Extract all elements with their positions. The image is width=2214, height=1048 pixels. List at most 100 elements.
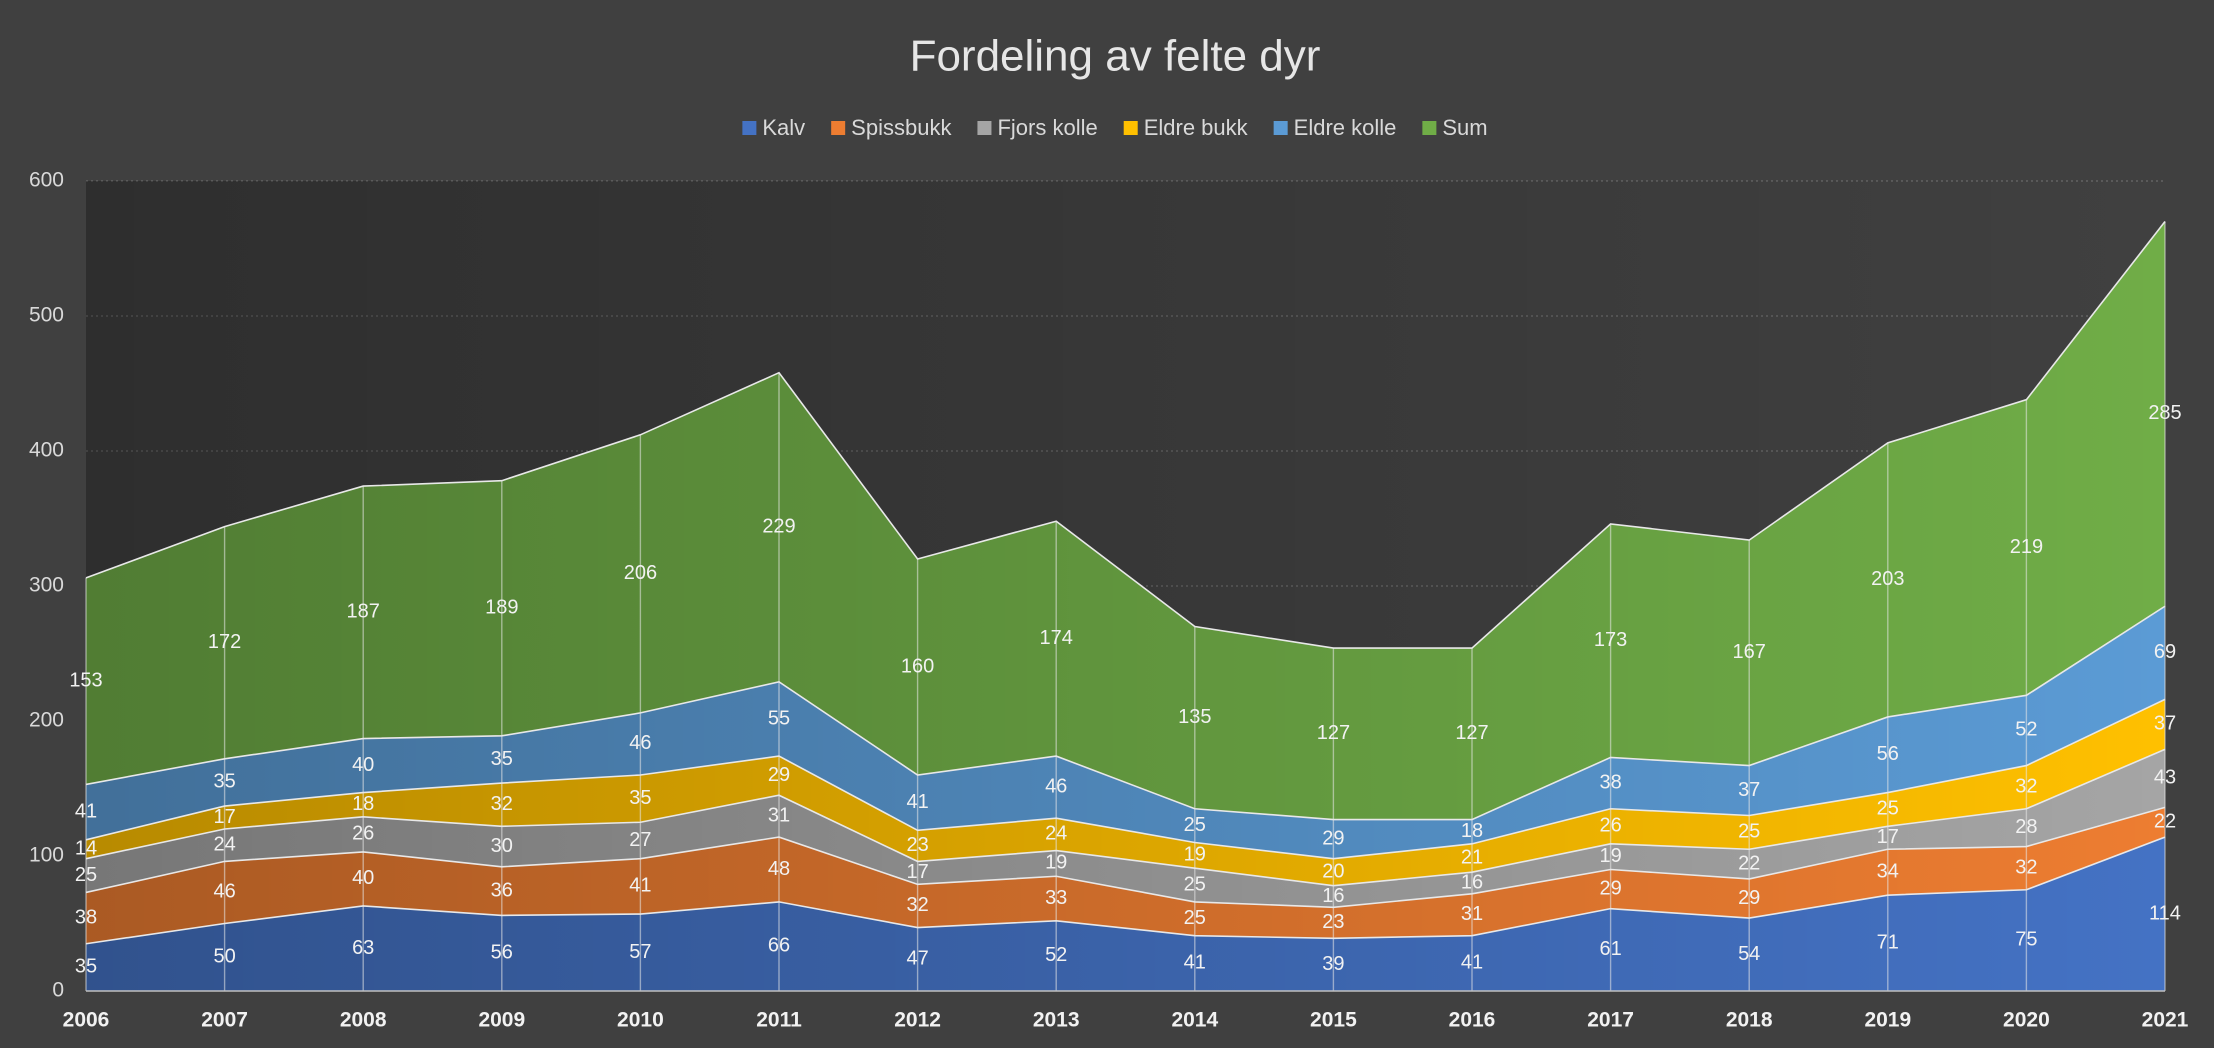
- data-label: 29: [768, 764, 790, 786]
- area-edge: [85, 806, 2166, 909]
- data-label: 41: [1184, 952, 1206, 974]
- chart-title: Fordeling av felte dyr: [910, 32, 1321, 81]
- x-tick-label: 2014: [1171, 1009, 1218, 1032]
- data-label: 43: [2154, 767, 2176, 789]
- data-label: 285: [2148, 402, 2181, 424]
- y-tick-label: 300: [29, 574, 64, 597]
- data-label: 22: [2154, 811, 2176, 833]
- data-label: 174: [1040, 627, 1073, 649]
- data-label: 20: [1322, 860, 1344, 882]
- legend-swatch: [831, 121, 846, 135]
- data-label: 50: [213, 946, 235, 968]
- x-tick-label: 2008: [340, 1009, 387, 1032]
- data-label: 55: [768, 707, 790, 729]
- area-edge: [85, 605, 2166, 821]
- data-label: 19: [1045, 852, 1067, 874]
- legend-swatch: [1422, 121, 1437, 135]
- data-label: 27: [629, 829, 651, 851]
- data-label: 41: [906, 791, 928, 813]
- data-label: 23: [906, 834, 928, 856]
- data-label: 32: [906, 894, 928, 916]
- data-label: 29: [1322, 827, 1344, 849]
- area-edge: [85, 836, 2166, 945]
- data-label: 14: [75, 838, 97, 860]
- data-label: 25: [1184, 907, 1206, 929]
- x-tick-label: 2013: [1033, 1009, 1080, 1032]
- legend-label: Kalv: [762, 115, 805, 140]
- data-label: 167: [1733, 641, 1766, 663]
- x-tick-label: 2009: [478, 1009, 525, 1032]
- y-tick-label: 400: [29, 439, 64, 462]
- legend-swatch: [1123, 121, 1138, 135]
- data-label: 229: [762, 516, 795, 538]
- x-tick-label: 2015: [1310, 1009, 1357, 1032]
- x-tick-label: 2012: [894, 1009, 941, 1032]
- shade: [86, 181, 2165, 991]
- data-label: 46: [629, 732, 651, 754]
- data-label: 66: [768, 935, 790, 957]
- data-label: 35: [491, 748, 513, 770]
- data-label: 173: [1594, 629, 1627, 651]
- data-label: 206: [624, 562, 657, 584]
- x-tick-label: 2017: [1587, 1009, 1634, 1032]
- x-tick-label: 2007: [201, 1009, 248, 1032]
- y-tick-label: 500: [29, 304, 64, 327]
- data-label: 22: [1738, 852, 1760, 874]
- legend-label: Spissbukk: [851, 115, 952, 140]
- x-tick-label: 2018: [1726, 1009, 1773, 1032]
- data-label: 41: [629, 875, 651, 897]
- legend-swatch: [977, 121, 992, 135]
- data-label: 69: [2154, 641, 2176, 663]
- legend-label: Sum: [1442, 115, 1487, 140]
- data-label: 17: [213, 806, 235, 828]
- data-label: 52: [1045, 944, 1067, 966]
- data-label: 25: [1184, 814, 1206, 836]
- y-tick-label: 0: [52, 979, 64, 1002]
- data-label: 75: [2015, 929, 2037, 951]
- data-label: 160: [901, 655, 934, 677]
- data-label: 29: [1738, 887, 1760, 909]
- x-tick-label: 2006: [63, 1009, 110, 1032]
- data-label: 40: [352, 867, 374, 889]
- data-label: 135: [1178, 706, 1211, 728]
- data-label: 54: [1738, 943, 1760, 965]
- legend-label: Eldre bukk: [1144, 115, 1249, 140]
- data-label: 18: [1461, 820, 1483, 842]
- data-label: 34: [1877, 860, 1899, 882]
- data-label: 35: [213, 771, 235, 793]
- y-tick-label: 600: [29, 169, 64, 192]
- data-label: 23: [1322, 911, 1344, 933]
- data-label: 29: [1599, 877, 1621, 899]
- area-edge: [85, 698, 2166, 860]
- data-label: 187: [347, 601, 380, 623]
- data-label: 219: [2010, 536, 2043, 558]
- data-label: 46: [1045, 775, 1067, 797]
- legend-swatch: [742, 121, 757, 135]
- area-edge: [85, 748, 2166, 887]
- data-label: 48: [768, 858, 790, 880]
- x-tick-label: 2021: [2142, 1009, 2189, 1032]
- data-label: 37: [2154, 713, 2176, 735]
- data-label: 28: [2015, 816, 2037, 838]
- data-label: 38: [75, 906, 97, 928]
- data-label: 32: [491, 793, 513, 815]
- data-label: 172: [208, 631, 241, 653]
- data-label: 35: [75, 956, 97, 978]
- data-label: 30: [491, 835, 513, 857]
- data-label: 31: [1461, 903, 1483, 925]
- x-tick-label: 2020: [2003, 1009, 2050, 1032]
- x-tick-label: 2011: [756, 1009, 802, 1032]
- data-label: 24: [1045, 823, 1067, 845]
- x-tick-label: 2019: [1864, 1009, 1911, 1032]
- data-label: 114: [2149, 902, 2181, 924]
- data-label: 32: [2015, 775, 2037, 797]
- data-label: 127: [1317, 722, 1350, 744]
- data-label: 41: [1461, 952, 1483, 974]
- data-label: 47: [906, 948, 928, 970]
- data-label: 24: [213, 833, 235, 855]
- legend-label: Eldre kolle: [1294, 115, 1397, 140]
- data-label: 46: [213, 881, 235, 903]
- data-label: 26: [1599, 815, 1621, 837]
- data-label: 37: [1738, 779, 1760, 801]
